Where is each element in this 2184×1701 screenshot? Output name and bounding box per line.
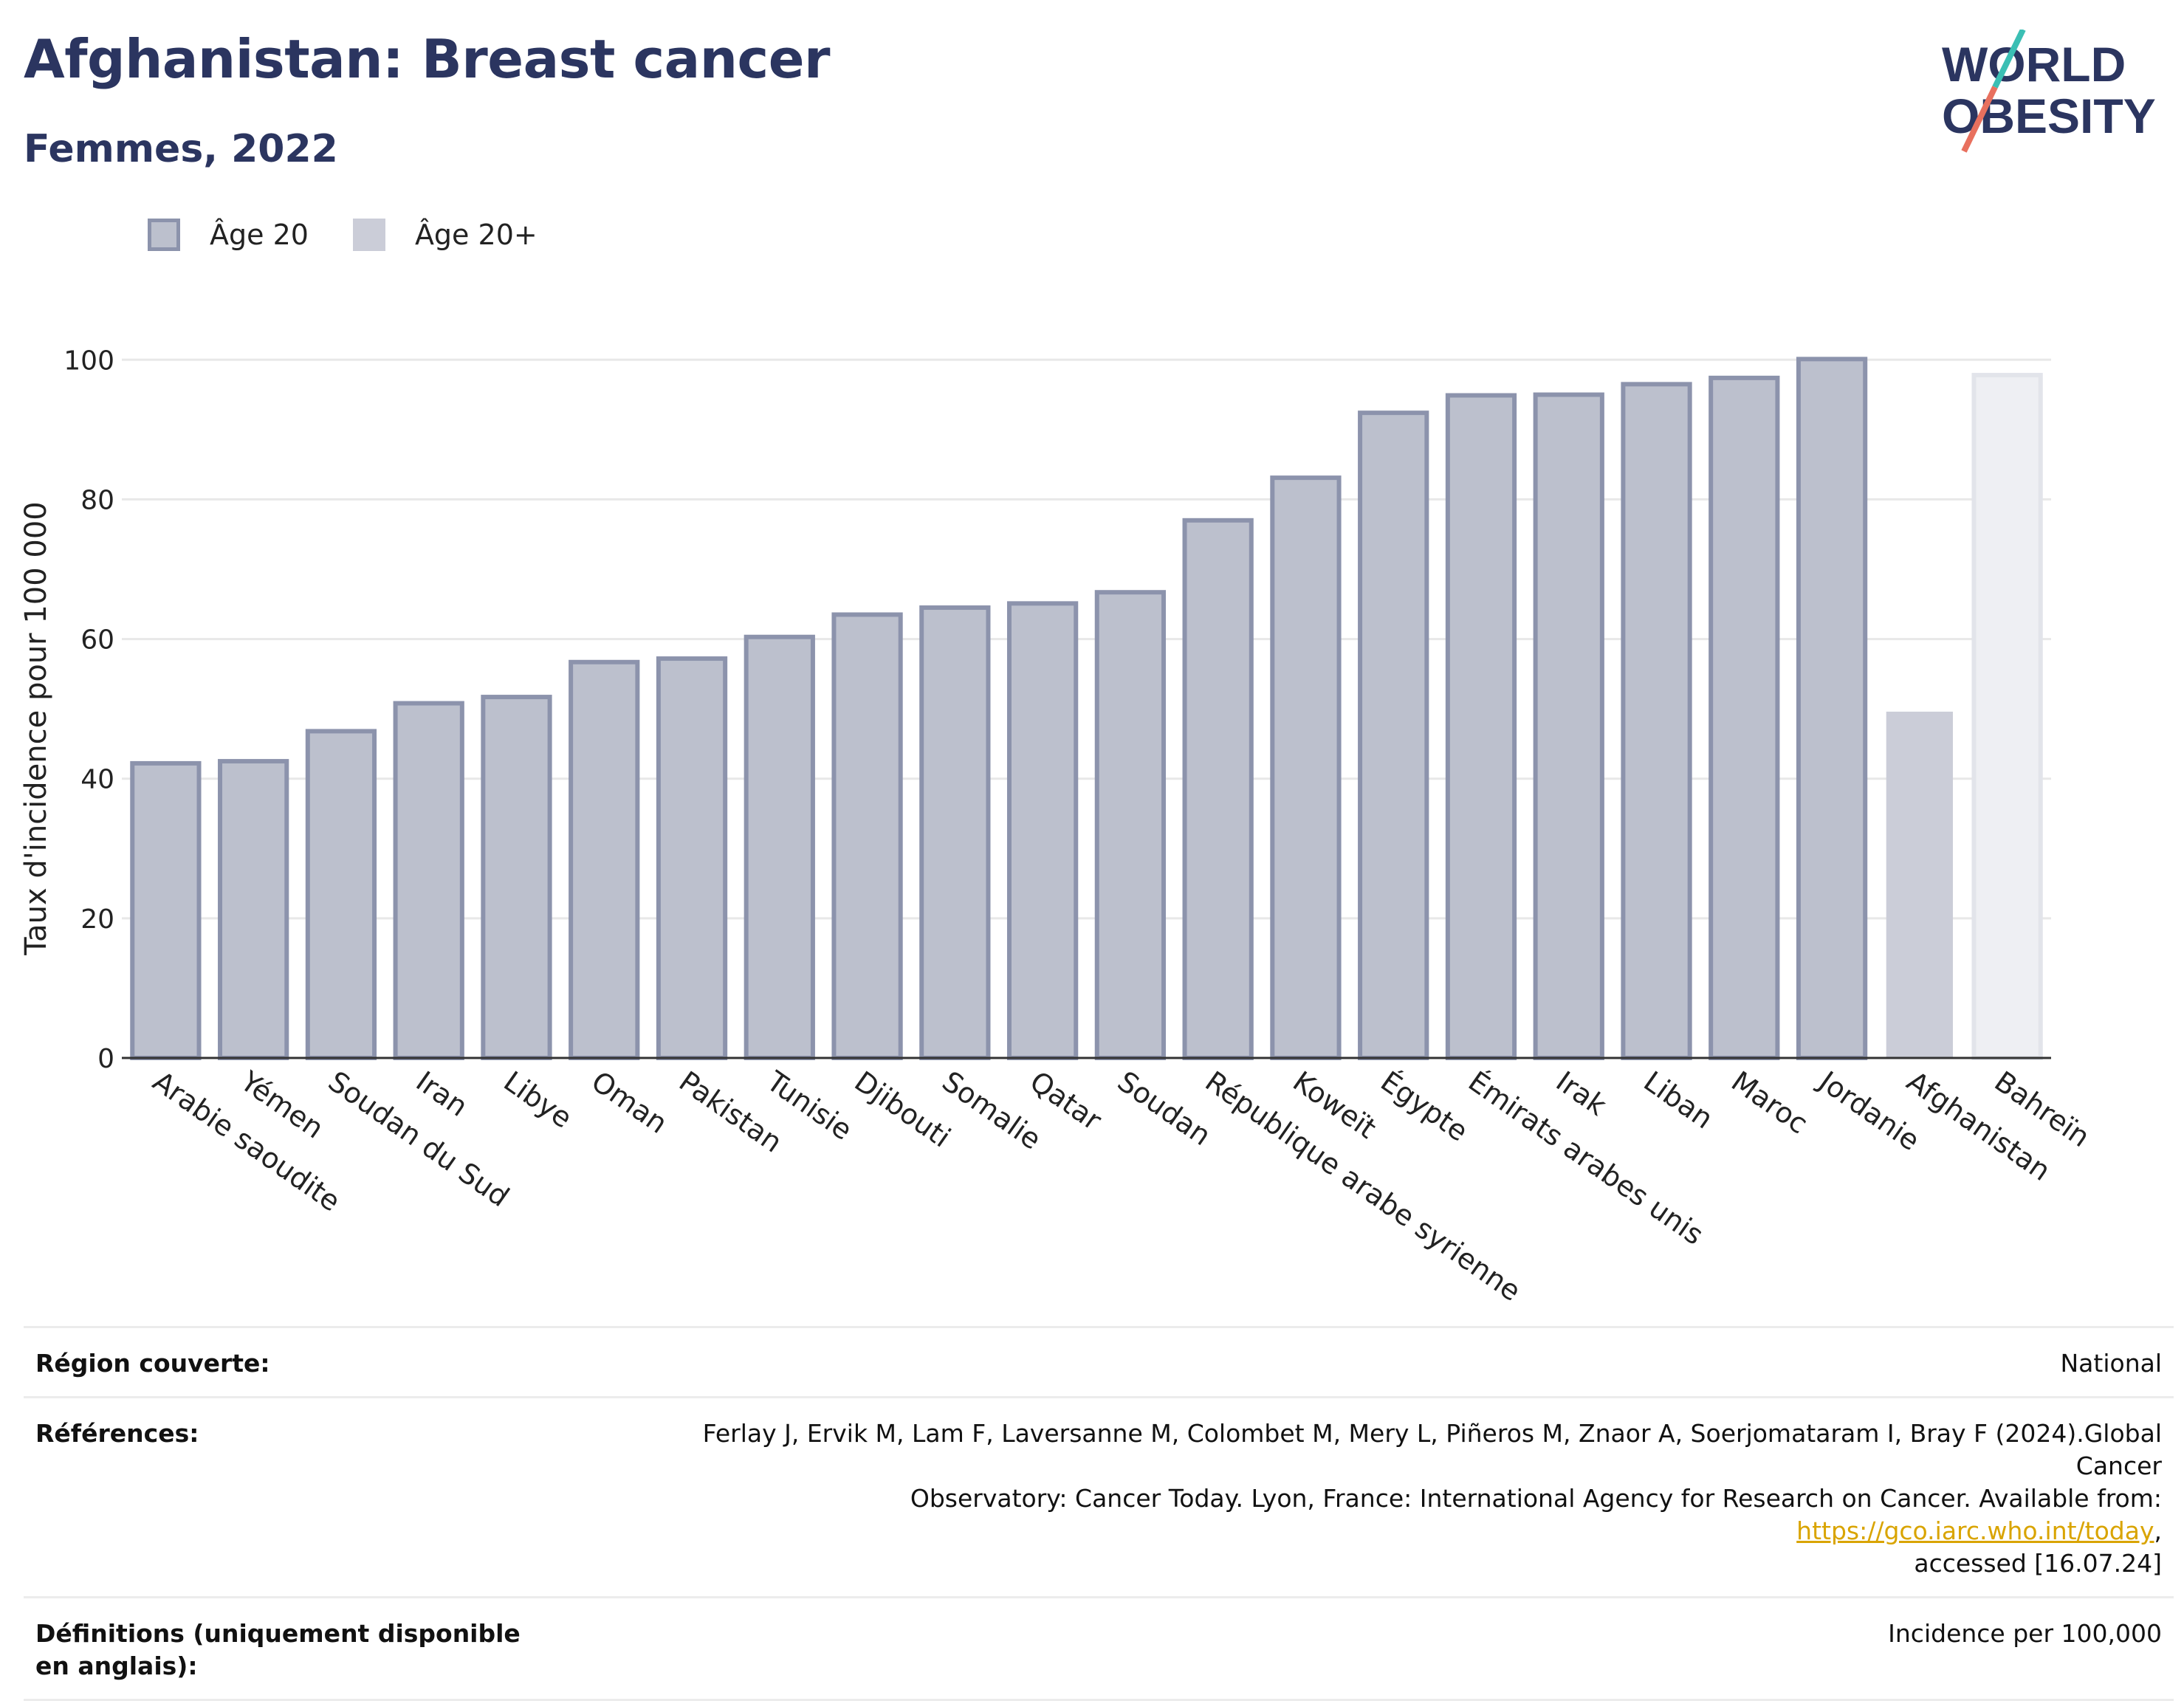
- references-text-4: accessed [16.07.24]: [1914, 1549, 2162, 1578]
- legend-label-age20: Âge 20: [210, 219, 309, 251]
- x-tick-label: Djibouti: [848, 1065, 956, 1154]
- meta-row-references: Références: Ferlay J, Ervik M, Lam F, La…: [24, 1396, 2174, 1596]
- bar: [831, 612, 903, 1060]
- bar: [656, 656, 728, 1060]
- meta-label-region: Région couverte:: [35, 1349, 270, 1378]
- bar: [569, 659, 640, 1060]
- bar: [744, 634, 815, 1060]
- y-tick-label: 0: [97, 1044, 114, 1074]
- bar: [1796, 357, 1868, 1060]
- bar: [1533, 392, 1604, 1061]
- bar: [1094, 590, 1167, 1060]
- references-text-2: Observatory: Cancer Today. Lyon, France:…: [910, 1484, 2162, 1513]
- bar: [1358, 410, 1429, 1061]
- logo-stroke-coral: [1961, 86, 1998, 153]
- bar: [1886, 711, 1953, 1058]
- logo-line2: OBESITY: [1942, 89, 2156, 143]
- bar: [130, 760, 202, 1060]
- meta-value-references: Ferlay J, Ervik M, Lam F, Laversanne M, …: [611, 1418, 2162, 1580]
- x-tick-label: Iran: [411, 1065, 474, 1123]
- logo-line1: WORLD: [1942, 37, 2126, 92]
- bar: [1971, 373, 2043, 1060]
- meta-label-definitions: Définitions (uniquement disponible en an…: [35, 1619, 521, 1680]
- bar: [1445, 393, 1517, 1060]
- y-tick-label: 100: [63, 346, 114, 376]
- x-tick-label: Libye: [498, 1065, 578, 1134]
- bar: [1621, 382, 1692, 1060]
- legend-swatch-age20: [148, 219, 180, 251]
- bar: [1006, 601, 1079, 1060]
- y-axis-label: Taux d'incidence pour 100 000: [19, 501, 53, 955]
- legend-label-age20plus: Âge 20+: [414, 219, 538, 251]
- metadata-table: Région couverte: National Références: Fe…: [24, 1326, 2174, 1701]
- x-tick-label: Somalie: [936, 1065, 1047, 1155]
- y-tick-label: 20: [80, 904, 114, 935]
- x-tick-label: Liban: [1638, 1065, 1719, 1135]
- y-tick-label: 40: [80, 765, 114, 795]
- x-tick-label: Maroc: [1725, 1065, 1813, 1140]
- x-tick-label: Égypte: [1375, 1065, 1474, 1147]
- legend-swatch-age20plus: [352, 219, 385, 251]
- y-tick-label: 60: [80, 625, 114, 656]
- x-tick-label: Jordanie: [1812, 1064, 1926, 1157]
- references-text-3: ,: [2154, 1516, 2163, 1545]
- logo-stroke-teal: [1992, 30, 2026, 89]
- bar: [919, 605, 991, 1060]
- x-tick-label: Soudan: [1112, 1065, 1217, 1152]
- meta-row-definitions: Définitions (uniquement disponible en an…: [24, 1596, 2174, 1701]
- bar: [218, 759, 289, 1060]
- bar: [393, 701, 464, 1060]
- meta-label-references: Références:: [35, 1419, 199, 1448]
- bar: [481, 695, 552, 1061]
- chart-legend: Âge 20 Âge 20+: [148, 219, 582, 251]
- meta-value-region: National: [2060, 1349, 2162, 1378]
- bar: [1270, 475, 1342, 1060]
- y-tick-label: 80: [80, 485, 114, 515]
- x-tick-label: Oman: [586, 1065, 673, 1140]
- references-link[interactable]: https://gco.iarc.who.int/today: [1796, 1516, 2154, 1545]
- x-tick-label: Irak: [1551, 1065, 1613, 1121]
- legend-item-age20plus[interactable]: Âge 20+: [352, 219, 538, 251]
- chart-subtitle: Femmes, 2022: [24, 127, 338, 171]
- meta-row-region: Région couverte: National: [24, 1326, 2174, 1396]
- bar: [1709, 375, 1780, 1061]
- bar: [305, 729, 377, 1060]
- bar: [1182, 518, 1254, 1060]
- meta-value-definitions: Incidence per 100,000: [1888, 1619, 2162, 1648]
- legend-item-age20[interactable]: Âge 20: [148, 219, 309, 251]
- world-obesity-logo: WORLD OBESITY: [1942, 30, 2156, 153]
- chart-title: Afghanistan: Breast cancer: [24, 28, 831, 90]
- references-text-1: Ferlay J, Ervik M, Lam F, Laversanne M, …: [702, 1419, 2162, 1480]
